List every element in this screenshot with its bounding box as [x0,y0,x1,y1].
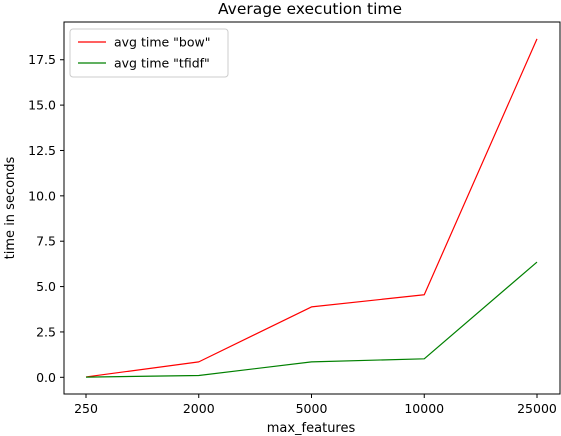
series-line-bow [85,38,538,378]
x-axis-title: max_features [267,421,356,436]
y-tick-label: 5.0 [36,279,56,294]
y-tick-label: 17.5 [28,52,56,67]
y-tick-label: 7.5 [36,234,56,249]
x-tick-label: 2000 [183,401,215,416]
series-line-tfidf [85,261,538,378]
x-tick-label: 10000 [404,401,444,416]
legend: avg time "bow" avg time "tfidf" [69,28,229,78]
y-tick-label: 2.5 [36,324,56,339]
legend-label-bow: avg time "bow" [114,35,210,50]
chart-title: Average execution time [218,0,402,18]
y-tick-label: 15.0 [28,98,56,113]
x-tick-label: 25000 [517,401,557,416]
x-tick-label: 250 [74,401,98,416]
y-axis-title: time in seconds [3,156,18,259]
x-tick-label: 5000 [296,401,328,416]
x-axis: 250 2000 5000 10000 25000 [74,394,557,416]
legend-label-tfidf: avg time "tfidf" [114,56,210,71]
y-axis: 0.0 2.5 5.0 7.5 10.0 12.5 15.0 17.5 [28,52,64,385]
y-tick-label: 12.5 [28,143,56,158]
y-tick-label: 0.0 [36,370,56,385]
y-tick-label: 10.0 [28,188,56,203]
series-layer [85,38,538,378]
